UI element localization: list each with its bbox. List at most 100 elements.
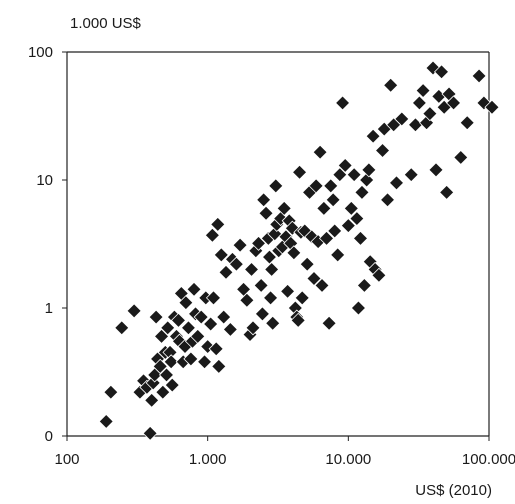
data-point (332, 167, 348, 183)
data-point (180, 320, 197, 336)
data-point (190, 328, 206, 344)
data-point (250, 235, 267, 251)
data-point (354, 184, 370, 200)
data-point (471, 68, 487, 84)
data-point (299, 256, 315, 272)
y-tick-label: 100 (28, 44, 53, 61)
data-point (144, 392, 160, 408)
data-point (263, 290, 279, 306)
data-point (245, 320, 261, 336)
data-point (356, 277, 372, 294)
data-point (193, 309, 209, 325)
data-point (422, 106, 438, 122)
data-point (163, 354, 179, 370)
data-point (186, 281, 202, 297)
data-point (415, 82, 431, 99)
data-point (264, 261, 280, 278)
data-point (294, 290, 310, 306)
data-point (316, 200, 332, 216)
data-point (265, 315, 281, 331)
data-point (446, 95, 462, 111)
data-point (256, 192, 272, 208)
data-point (148, 309, 164, 325)
data-point (411, 95, 427, 111)
data-point (254, 306, 270, 322)
data-point (153, 328, 170, 344)
data-point (314, 277, 330, 294)
y-axis-title: 1.000 US$ (70, 15, 142, 32)
data-point (155, 384, 171, 400)
data-point (222, 321, 238, 338)
data-point (484, 99, 500, 115)
data-point (350, 300, 367, 316)
data-point (379, 192, 396, 208)
data-point (170, 312, 187, 328)
data-point (114, 320, 130, 336)
axis-labels: 1.000 US$ US$ (2010) (70, 15, 492, 499)
y-tick-label: 10 (36, 172, 53, 189)
data-point (203, 316, 219, 332)
data-point (160, 320, 176, 336)
x-tick-label: 100 (54, 451, 79, 468)
x-tick-label: 1.000 (189, 451, 227, 468)
data-point (152, 358, 168, 374)
data-point (330, 247, 346, 263)
data-point (312, 144, 328, 160)
data-point (337, 157, 353, 173)
data-point (346, 167, 362, 183)
data-point (323, 178, 339, 194)
data-point (286, 245, 302, 261)
data-point (371, 267, 387, 283)
data-point (228, 256, 244, 272)
data-point (374, 142, 391, 159)
data-point (325, 192, 341, 208)
data-point (164, 377, 180, 393)
axes: 100 1.000 10.000 100.000 0 1 10 100 (28, 44, 515, 468)
data-point (428, 162, 444, 178)
data-point (327, 223, 343, 239)
data-point (126, 303, 142, 319)
data-point (208, 341, 224, 357)
data-point (306, 270, 322, 287)
data-point (359, 172, 375, 188)
data-point (280, 283, 296, 299)
data-point (239, 292, 255, 308)
data-point (361, 162, 377, 178)
data-point (183, 351, 199, 367)
data-point (388, 175, 405, 191)
data-point (308, 178, 324, 194)
data-point (204, 227, 220, 243)
data-point (291, 164, 308, 180)
data-point (349, 210, 365, 227)
data-point (433, 64, 450, 80)
data-point (178, 295, 194, 311)
data-point (407, 117, 424, 133)
data-point (459, 115, 475, 131)
data-point (335, 95, 351, 111)
data-point (253, 277, 269, 294)
data-point (439, 184, 455, 200)
y-tick-label: 0 (45, 428, 53, 445)
data-point (352, 230, 369, 246)
data-point (158, 367, 175, 383)
data-point (232, 237, 248, 253)
data-point (453, 149, 469, 166)
data-points (98, 60, 500, 441)
data-point (211, 358, 227, 374)
data-point (318, 230, 335, 246)
data-point (142, 425, 158, 441)
data-point (383, 77, 399, 93)
data-point (268, 178, 284, 194)
data-point (218, 264, 234, 280)
data-point (403, 167, 419, 183)
data-point (394, 111, 410, 127)
data-point (261, 249, 278, 265)
data-point (216, 309, 232, 325)
data-point (290, 312, 306, 328)
data-point (103, 384, 119, 400)
data-point (340, 218, 356, 234)
x-tick-label: 100.000 (462, 451, 515, 468)
data-point (343, 200, 359, 216)
